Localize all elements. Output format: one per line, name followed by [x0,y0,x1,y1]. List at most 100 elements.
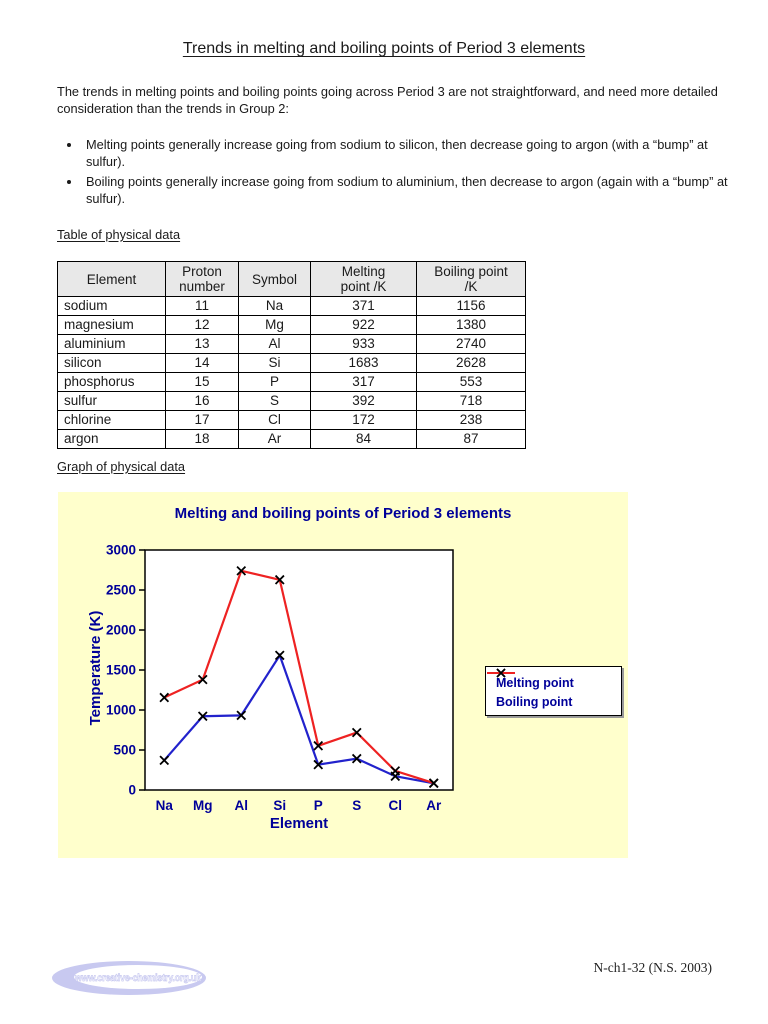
creative-chemistry-logo: www.creative-chemistry.org.uk [52,961,206,995]
table-cell: sodium [57,296,166,316]
plot-frame [144,549,454,791]
table-cell: sulfur [57,391,166,411]
table-cell: 371 [310,296,417,316]
chart-plot: Melting and boiling points of Period 3 e… [87,505,512,832]
table-cell: 12 [165,315,239,335]
table-cell: silicon [57,353,166,373]
y-tick-label: 500 [113,743,136,758]
x-tick-label: Na [156,798,174,813]
data-marker-x [159,755,170,766]
table-cell: chlorine [57,410,166,430]
table-cell: 1156 [416,296,526,316]
column-header-boiling-point: Boiling point/K [416,261,526,297]
y-tick-label: 2000 [106,623,136,638]
table-cell: 18 [165,429,239,449]
y-tick-label: 1000 [106,703,136,718]
boiling-point-line [163,569,435,785]
legend-marker-x [496,668,506,678]
table-row: magnesium 12 Mg 922 1380 [57,315,526,335]
table-row: chlorine 17 Cl 172 238 [57,410,526,430]
data-marker-x [313,740,324,751]
table-cell: 13 [165,334,239,354]
table-cell: 87 [416,429,526,449]
table-cell: 238 [416,410,526,430]
table-cell: 1683 [310,353,417,373]
table-cell: 17 [165,410,239,430]
table-row: argon 18 Ar 84 87 [57,429,526,449]
data-marker-x [236,565,247,576]
chart-area: Melting and boiling points of Period 3 e… [58,492,628,858]
table-section-heading: Table of physical data [57,227,181,242]
table-row: phosphorus 15 P 317 553 [57,372,526,392]
column-header-melting-point: Melting point /K [310,261,417,297]
column-header-symbol: Symbol [238,261,311,297]
table-cell: 1380 [416,315,526,335]
x-tick-label: Cl [389,798,403,813]
plot-generated: 0 500 1000 1500 2000 2500 3000 Na Mg Al Si P S Cl Ar [106,543,454,813]
data-marker-x [351,753,362,764]
x-tick-label: S [352,798,361,813]
legend-label: Melting point [496,675,574,690]
intro-paragraph: The trends in melting points and boiling… [57,84,718,116]
y-axis-label: Temperature (K) [87,611,104,726]
table-cell: 553 [416,372,526,392]
bullet-item-boiling: Boiling points generally increase going … [82,173,750,207]
table-cell: Cl [238,410,311,430]
y-tick-label: 1500 [106,663,136,678]
table-row: aluminium 13 Al 933 2740 [57,334,526,354]
data-marker-x [274,574,285,585]
table-cell: 11 [165,296,239,316]
bullet-list: Melting points generally increase going … [57,136,750,210]
table-cell: Al [238,334,311,354]
chart-legend: Melting point Boiling point [485,666,622,716]
x-tick-label: P [314,798,323,813]
data-marker-x [159,692,170,703]
table-body: sodium 11 Na 371 1156 magnesium 12 Mg 922 1380 alu… [57,296,526,449]
legend-sample-boiling-point [487,668,515,678]
table-row: sodium 11 Na 371 1156 [57,296,526,316]
table-cell: 317 [310,372,417,392]
table-cell: 16 [165,391,239,411]
page-title: Trends in melting and boiling points of … [182,40,586,57]
table-row: silicon 14 Si 1683 2628 [57,353,526,373]
table-cell: 14 [165,353,239,373]
table-cell: 933 [310,334,417,354]
logo-url-text: www.creative-chemistry.org.uk [74,972,201,984]
bullet-item-melting: Melting points generally increase going … [82,136,750,170]
physical-data-table: Element Proton number Symbol Melting point… [57,261,526,449]
table-cell: magnesium [57,315,166,335]
melting-point-line [163,652,434,785]
table-cell: 15 [165,372,239,392]
table-cell: Ar [238,429,311,449]
data-marker-x [428,778,439,788]
data-marker-x [197,711,208,722]
data-marker-x [313,759,324,770]
x-tick-label: Al [235,798,249,813]
y-tick-label: 3000 [106,543,136,558]
table-cell: Na [238,296,311,316]
data-marker-x [236,710,247,721]
table-cell: 718 [416,391,526,411]
data-marker-x [351,727,362,738]
logo-inner-ellipse [74,965,202,989]
document-reference: N-ch1-32 (N.S. 2003) [593,960,712,975]
column-header-element: Element [57,261,166,297]
table-cell: 922 [310,315,417,335]
table-cell: 392 [310,391,417,411]
table-cell: aluminium [57,334,166,354]
table-cell: 84 [310,429,417,449]
data-marker-x [274,650,285,661]
x-axis-label: Element [270,815,328,832]
data-marker-x [390,766,401,776]
table-cell: P [238,372,311,392]
table-cell: Mg [238,315,311,335]
table-cell: 172 [310,410,417,430]
x-tick-label: Ar [426,798,442,813]
x-tick-label: Si [273,798,286,813]
chart-title: Melting and boiling points of Period 3 e… [175,505,512,522]
table-header-row: Element Proton number Symbol Melting point… [57,261,526,297]
table-cell: 2740 [416,334,526,354]
y-tick-label: 2500 [106,583,136,598]
legend-entry-boiling-point: Boiling point [487,668,621,710]
